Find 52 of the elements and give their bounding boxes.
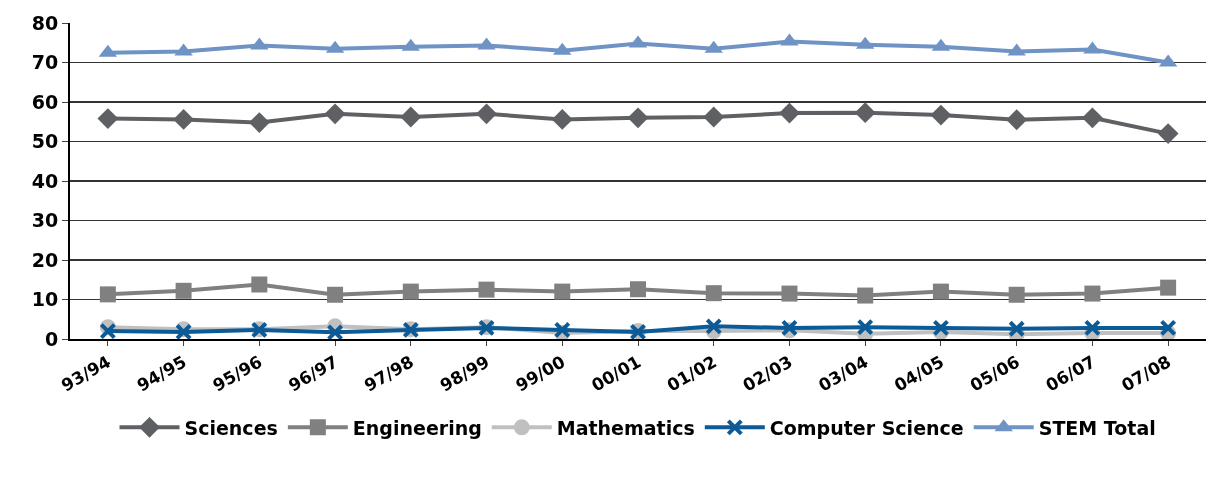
legend-label: Computer Science [769,416,964,439]
y-tick-label: 60 [31,90,59,113]
point [781,285,798,302]
point [1159,319,1177,337]
point [400,106,422,128]
y-tick-label: 40 [31,169,59,192]
y-tick-label: 10 [31,288,59,311]
point [324,103,346,125]
point [1160,279,1177,296]
y-tick-label: 70 [31,51,59,74]
legend-label: STEM Total [1038,416,1156,439]
point [326,323,344,339]
point [175,282,192,299]
point [1082,107,1103,129]
point [857,287,874,304]
point [554,283,571,300]
point [932,283,949,300]
legend-label: Sciences [184,416,278,439]
point [627,107,649,129]
point [476,103,497,125]
point [1008,286,1025,303]
point [478,281,495,298]
point [1084,285,1101,302]
point [99,286,116,303]
point [779,102,800,124]
point [553,321,571,339]
point [856,318,874,336]
point [703,106,725,128]
point [1157,123,1179,144]
legend-label: Engineering [352,416,482,439]
y-tick-label: 50 [31,130,59,153]
point [173,108,194,130]
point [97,108,119,129]
point [854,102,876,124]
point [932,319,950,337]
point [630,281,646,298]
point [930,104,952,126]
y-tick-label: 80 [31,11,59,34]
point [1083,319,1101,337]
point [327,286,344,303]
point [551,108,573,130]
point [705,285,722,302]
y-tick-label: 30 [31,209,59,232]
point [251,276,268,293]
point [1008,320,1026,338]
point [1006,109,1028,131]
legend-label: Mathematics [556,416,695,439]
y-tick-label: 0 [44,327,59,350]
y-tick-label: 20 [31,248,59,271]
point [705,317,723,335]
point [402,283,419,300]
point [248,112,270,133]
